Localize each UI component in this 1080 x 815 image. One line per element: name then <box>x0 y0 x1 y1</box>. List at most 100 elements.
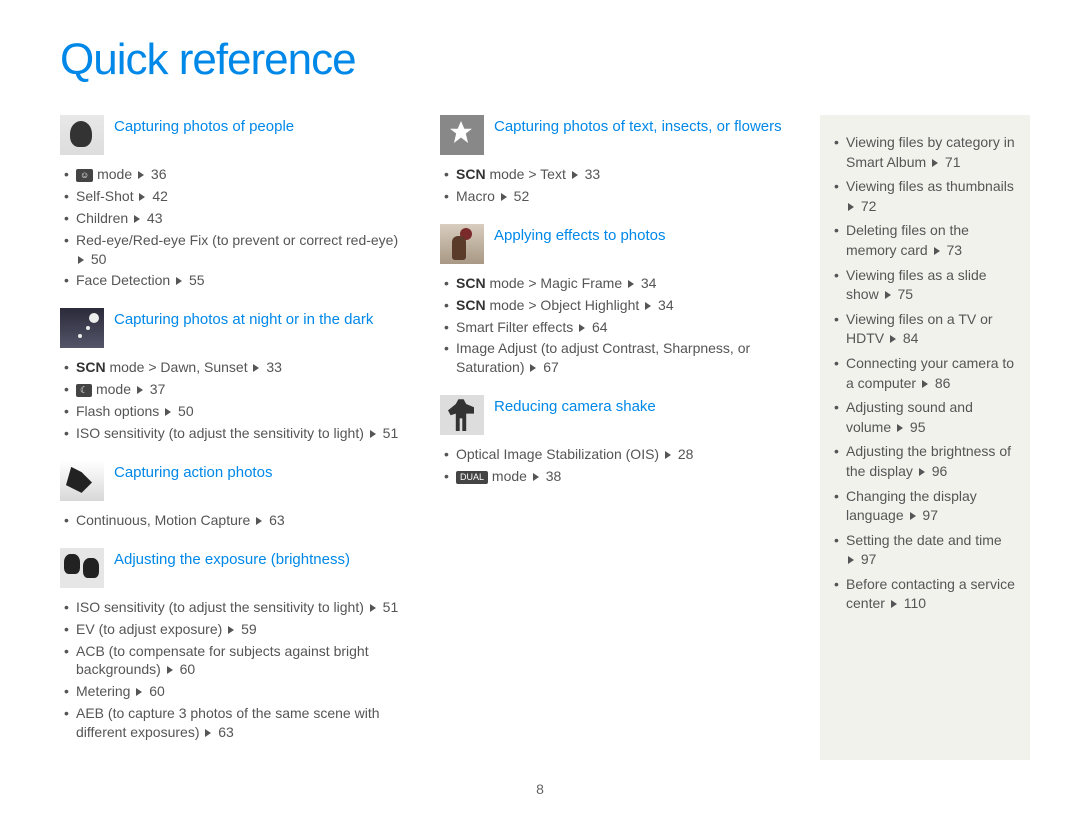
list-item[interactable]: AEB (to capture 3 photos of the same sce… <box>64 704 410 742</box>
section-title[interactable]: Adjusting the exposure (brightness) <box>114 548 350 570</box>
triangle-icon <box>370 430 376 438</box>
triangle-icon <box>910 512 916 520</box>
triangle-icon <box>533 473 539 481</box>
sidebar-column: Viewing files by category in Smart Album… <box>820 115 1030 760</box>
night-icon <box>60 308 104 348</box>
section: Adjusting the exposure (brightness) ISO s… <box>60 548 410 742</box>
action-icon <box>60 461 104 501</box>
list-item[interactable]: Face Detection 55 <box>64 271 410 290</box>
list-item[interactable]: SCN mode > Text 33 <box>444 165 790 184</box>
triangle-icon <box>919 468 925 476</box>
triangle-icon <box>136 688 142 696</box>
list-item[interactable]: Optical Image Stabilization (OIS) 28 <box>444 445 790 464</box>
section-title[interactable]: Capturing photos of people <box>114 115 294 137</box>
list-item[interactable]: ACB (to compensate for subjects against … <box>64 642 410 680</box>
section-title[interactable]: Applying effects to photos <box>494 224 666 246</box>
sidebar-list: Viewing files by category in Smart Album… <box>834 133 1016 614</box>
sidebar-item[interactable]: Adjusting sound and volume 95 <box>834 398 1016 437</box>
dual-icon: DUAL <box>456 471 488 484</box>
triangle-icon <box>139 193 145 201</box>
list-item[interactable]: EV (to adjust exposure) 59 <box>64 620 410 639</box>
triangle-icon <box>891 600 897 608</box>
section: Applying effects to photos SCN mode > Mag… <box>440 224 790 377</box>
section-header: Adjusting the exposure (brightness) <box>60 548 410 588</box>
list-item[interactable]: Flash options 50 <box>64 402 410 421</box>
list-item[interactable]: ☺ mode 36 <box>64 165 410 184</box>
triangle-icon <box>253 364 259 372</box>
section: Reducing camera shake Optical Image Stabi… <box>440 395 790 486</box>
section: Capturing photos at night or in the dark… <box>60 308 410 443</box>
triangle-icon <box>205 729 211 737</box>
list-item[interactable]: Metering 60 <box>64 682 410 701</box>
section: Capturing photos of people ☺ mode 36 Self-… <box>60 115 410 290</box>
list-item[interactable]: Smart Filter effects 64 <box>444 318 790 337</box>
list-item[interactable]: SCN mode > Dawn, Sunset 33 <box>64 358 410 377</box>
list-item[interactable]: Image Adjust (to adjust Contrast, Sharpn… <box>444 339 790 377</box>
sidebar-item[interactable]: Adjusting the brightness of the display … <box>834 442 1016 481</box>
item-list: ☺ mode 36 Self-Shot 42 Children 43 Red-eye/… <box>60 165 410 290</box>
triangle-icon <box>665 451 671 459</box>
item-list: Continuous, Motion Capture 63 <box>60 511 410 530</box>
sidebar-item[interactable]: Viewing files as thumbnails 72 <box>834 177 1016 216</box>
sidebar-item[interactable]: Changing the display language 97 <box>834 487 1016 526</box>
page-title: Quick reference <box>60 35 1030 85</box>
page-number: 8 <box>0 781 1080 797</box>
triangle-icon <box>370 604 376 612</box>
section-header: Reducing camera shake <box>440 395 790 435</box>
face-icon: ☺ <box>76 169 93 182</box>
list-item[interactable]: ISO sensitivity (to adjust the sensitivi… <box>64 424 410 443</box>
triangle-icon <box>165 408 171 416</box>
sidebar-item[interactable]: Viewing files on a TV or HDTV 84 <box>834 310 1016 349</box>
triangle-icon <box>645 302 651 310</box>
item-list: SCN mode > Magic Frame 34 SCN mode > Obje… <box>440 274 790 377</box>
sidebar-item[interactable]: Before contacting a service center 110 <box>834 575 1016 614</box>
list-item[interactable]: DUAL mode 38 <box>444 467 790 486</box>
list-item[interactable]: ISO sensitivity (to adjust the sensitivi… <box>64 598 410 617</box>
triangle-icon <box>628 280 634 288</box>
triangle-icon <box>134 215 140 223</box>
triangle-icon <box>848 203 854 211</box>
list-item[interactable]: Red-eye/Red-eye Fix (to prevent or corre… <box>64 231 410 269</box>
section-title[interactable]: Capturing photos at night or in the dark <box>114 308 373 330</box>
triangle-icon <box>885 291 891 299</box>
column-1: Capturing photos of people ☺ mode 36 Self-… <box>60 115 410 760</box>
list-item[interactable]: Macro 52 <box>444 187 790 206</box>
section-title[interactable]: Capturing photos of text, insects, or fl… <box>494 115 782 137</box>
triangle-icon <box>167 666 173 674</box>
item-list: SCN mode > Text 33 Macro 52 <box>440 165 790 206</box>
section-title[interactable]: Reducing camera shake <box>494 395 656 417</box>
item-list: Optical Image Stabilization (OIS) 28 DUAL… <box>440 445 790 486</box>
sidebar-item[interactable]: Connecting your camera to a computer 86 <box>834 354 1016 393</box>
content-columns: Capturing photos of people ☺ mode 36 Self-… <box>60 115 1030 760</box>
section-header: Capturing photos of text, insects, or fl… <box>440 115 790 155</box>
triangle-icon <box>501 193 507 201</box>
list-item[interactable]: ☾ mode 37 <box>64 380 410 399</box>
list-item[interactable]: Children 43 <box>64 209 410 228</box>
section: Capturing photos of text, insects, or fl… <box>440 115 790 206</box>
section: Capturing action photos Continuous, Motio… <box>60 461 410 530</box>
exposure-icon <box>60 548 104 588</box>
sidebar-item[interactable]: Deleting files on the memory card 73 <box>834 221 1016 260</box>
triangle-icon <box>176 277 182 285</box>
sidebar-item[interactable]: Setting the date and time 97 <box>834 531 1016 570</box>
item-list: SCN mode > Dawn, Sunset 33 ☾ mode 37 Flash… <box>60 358 410 443</box>
effects-icon <box>440 224 484 264</box>
moon-icon: ☾ <box>76 384 92 397</box>
sidebar-item[interactable]: Viewing files as a slide show 75 <box>834 266 1016 305</box>
people-icon <box>60 115 104 155</box>
triangle-icon <box>138 171 144 179</box>
triangle-icon <box>932 159 938 167</box>
flower-icon <box>440 115 484 155</box>
list-item[interactable]: Self-Shot 42 <box>64 187 410 206</box>
sidebar-item[interactable]: Viewing files by category in Smart Album… <box>834 133 1016 172</box>
triangle-icon <box>934 247 940 255</box>
section-header: Capturing action photos <box>60 461 410 501</box>
section-title[interactable]: Capturing action photos <box>114 461 272 483</box>
triangle-icon <box>78 256 84 264</box>
triangle-icon <box>848 556 854 564</box>
triangle-icon <box>228 626 234 634</box>
triangle-icon <box>137 386 143 394</box>
list-item[interactable]: SCN mode > Object Highlight 34 <box>444 296 790 315</box>
list-item[interactable]: Continuous, Motion Capture 63 <box>64 511 410 530</box>
list-item[interactable]: SCN mode > Magic Frame 34 <box>444 274 790 293</box>
